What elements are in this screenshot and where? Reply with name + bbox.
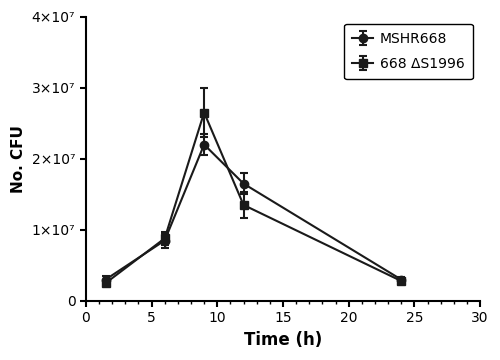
X-axis label: Time (h): Time (h): [244, 331, 322, 349]
Legend: MSHR668, 668 ΔS1996: MSHR668, 668 ΔS1996: [344, 23, 473, 79]
Y-axis label: No. CFU: No. CFU: [11, 125, 26, 193]
